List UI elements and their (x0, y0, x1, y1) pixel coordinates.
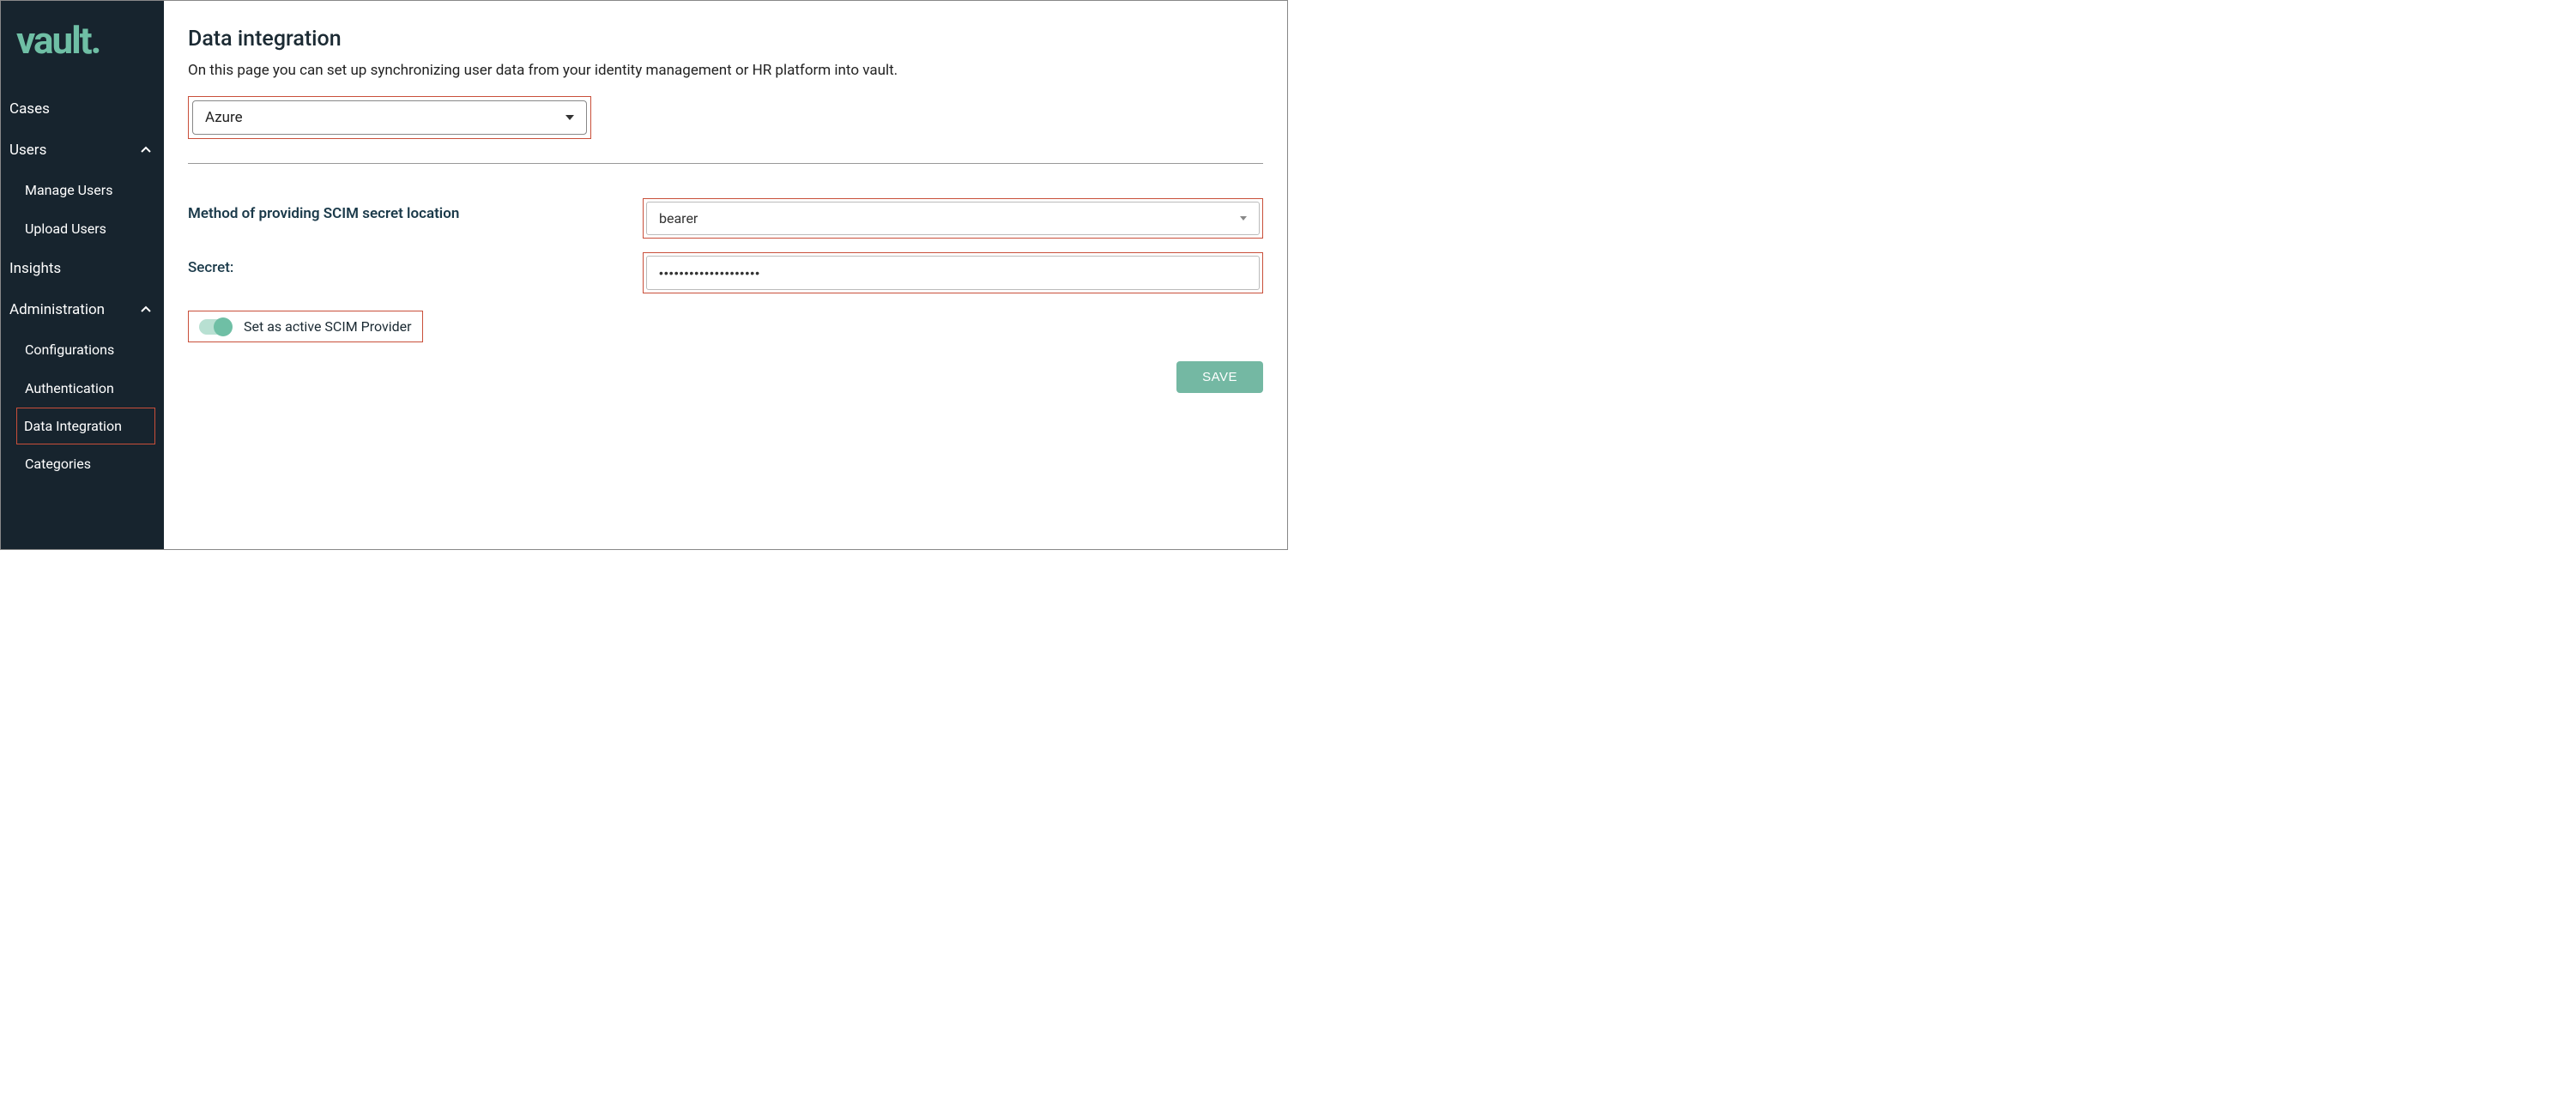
form-row-method: Method of providing SCIM secret location… (188, 198, 1263, 239)
toggle-knob (214, 317, 233, 336)
sidebar-item-configurations[interactable]: Configurations (1, 330, 164, 369)
provider-select-value: Azure (205, 109, 243, 126)
logo: vault. (1, 9, 164, 88)
toggle-row-highlight: Set as active SCIM Provider (188, 311, 423, 342)
sidebar-item-categories[interactable]: Categories (1, 444, 164, 483)
toggle-label: Set as active SCIM Provider (244, 318, 412, 335)
sidebar-item-manage-users[interactable]: Manage Users (1, 171, 164, 209)
sidebar-item-label: Administration (9, 301, 105, 318)
secret-input[interactable] (646, 256, 1260, 290)
sidebar-item-cases[interactable]: Cases (1, 88, 164, 130)
save-button[interactable]: SAVE (1176, 361, 1263, 393)
sidebar-item-users[interactable]: Users (1, 130, 164, 171)
sidebar-item-upload-users[interactable]: Upload Users (1, 209, 164, 248)
page-title: Data integration (188, 27, 1263, 51)
main-content: Data integration On this page you can se… (164, 1, 1287, 549)
provider-select[interactable]: Azure (192, 100, 587, 135)
sidebar-item-label: Cases (9, 100, 50, 118)
sidebar-item-label: Authentication (25, 380, 114, 396)
method-select[interactable]: bearer (646, 202, 1260, 235)
divider (188, 163, 1263, 164)
method-label: Method of providing SCIM secret location (188, 198, 643, 222)
chevron-up-icon (140, 144, 152, 156)
sidebar-item-label: Categories (25, 456, 91, 472)
sidebar: vault. Cases Users Manage Users Upload U… (1, 1, 164, 549)
sidebar-item-authentication[interactable]: Authentication (1, 369, 164, 408)
method-select-value: bearer (659, 210, 698, 227)
sidebar-item-label: Data Integration (24, 418, 122, 434)
sidebar-item-label: Manage Users (25, 182, 112, 198)
chevron-down-icon (1240, 216, 1247, 221)
secret-label: Secret: (188, 252, 643, 276)
sidebar-item-data-integration[interactable]: Data Integration (16, 408, 155, 444)
sidebar-item-label: Configurations (25, 341, 114, 358)
sidebar-item-administration[interactable]: Administration (1, 289, 164, 330)
page-description: On this page you can set up synchronizin… (188, 62, 1263, 79)
active-provider-toggle[interactable] (199, 319, 232, 335)
method-select-highlight: bearer (643, 198, 1263, 239)
chevron-up-icon (140, 304, 152, 316)
sidebar-item-insights[interactable]: Insights (1, 248, 164, 289)
button-row: SAVE (188, 361, 1263, 393)
sidebar-item-label: Upload Users (25, 221, 106, 237)
chevron-down-icon (565, 115, 574, 120)
secret-input-highlight (643, 252, 1263, 293)
sidebar-item-label: Insights (9, 260, 61, 277)
provider-select-highlight: Azure (188, 96, 591, 139)
form-row-secret: Secret: (188, 252, 1263, 293)
logo-text: vault. (16, 18, 100, 63)
sidebar-item-label: Users (9, 142, 46, 159)
